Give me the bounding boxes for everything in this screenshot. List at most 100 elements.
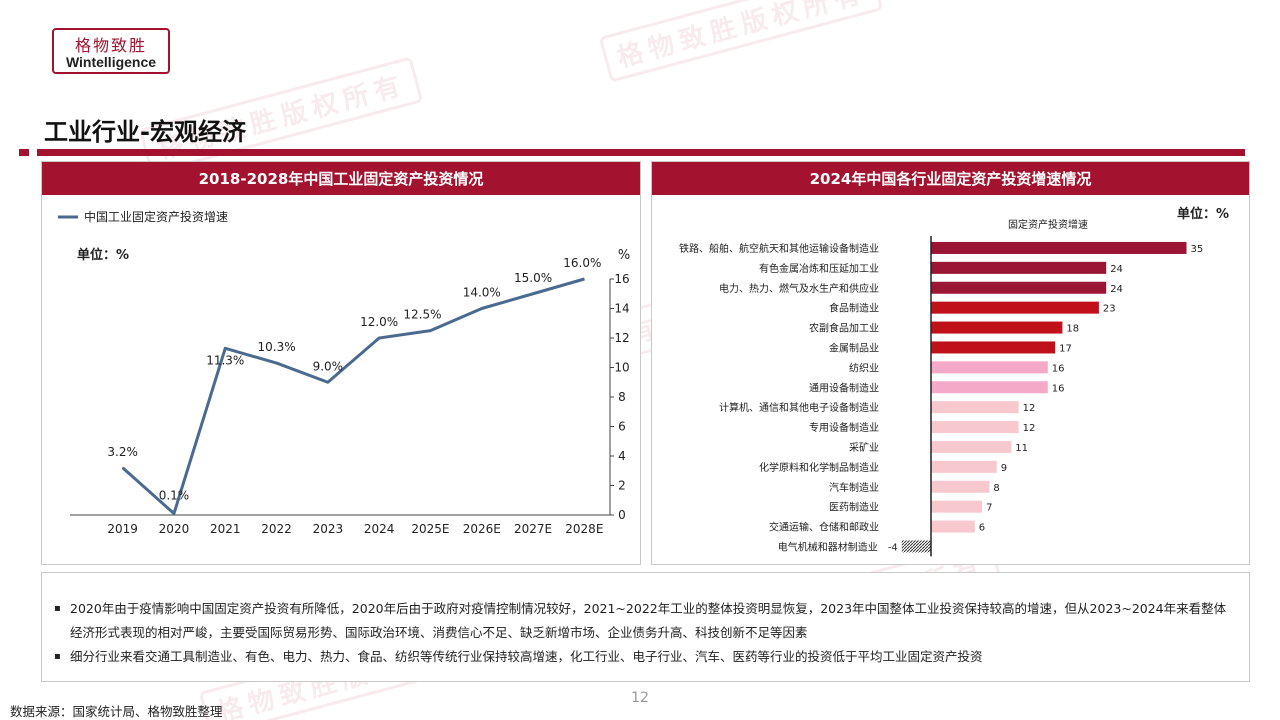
bar-value-label: 9	[1001, 463, 1007, 474]
data-point	[224, 347, 226, 349]
bar	[931, 361, 1048, 374]
bar-chart: 单位：% 固定资产投资增速 35 铁路、船舶、航空航天和其他运输设备制造业 24 有色…	[679, 206, 1229, 557]
title-divider	[37, 149, 1245, 156]
title-accent	[19, 149, 29, 156]
data-point	[173, 513, 175, 515]
category-label: 食品制造业	[829, 302, 879, 315]
category-label: 专用设备制造业	[809, 421, 879, 434]
data-label: 10.3%	[257, 340, 295, 354]
bar	[931, 281, 1107, 294]
bar-value-label: 24	[1110, 264, 1123, 275]
bar-value-label: 6	[979, 523, 985, 534]
y-tick-label: 6	[618, 420, 626, 434]
x-tick-label: 2020	[159, 522, 190, 536]
unit-label: 单位：%	[1177, 206, 1229, 222]
x-tick-label: 2019	[107, 522, 138, 536]
y-tick-label: 0	[618, 508, 626, 522]
page-number: 12	[631, 690, 649, 706]
note-item: 细分行业来看交通工具制造业、有色、电力、热力、食品、纺织等传统行业保持较高增速，…	[54, 645, 1235, 669]
bar-chart-header: 2024年中国各行业固定资产投资增速情况	[652, 162, 1249, 195]
category-label: 农副食品加工业	[809, 322, 879, 335]
category-label: 有色金属冶炼和压延加工业	[759, 262, 879, 275]
bar	[931, 440, 1012, 453]
category-label: 计算机、通信和其他电子设备制造业	[719, 401, 879, 414]
category-label: 纺织业	[849, 361, 879, 374]
y-tick-label: 14	[614, 302, 629, 316]
logo-chinese-text: 格物致胜	[74, 36, 147, 55]
bar	[931, 241, 1187, 254]
bar-value-label: 18	[1066, 324, 1079, 335]
bar	[931, 341, 1056, 354]
category-label: 采矿业	[849, 441, 879, 454]
bar-value-label: 12	[1023, 423, 1036, 434]
data-source: 数据来源：国家统计局、格物致胜整理	[10, 704, 223, 719]
data-point	[122, 467, 124, 469]
x-tick-label: 2021	[210, 522, 241, 536]
data-label: 12.5%	[403, 308, 441, 322]
data-label: 16.0%	[563, 256, 601, 270]
category-label: 汽车制造业	[829, 481, 879, 494]
notes-list: 2020年由于疫情影响中国固定资产投资有所降低，2020年后由于政府对疫情控制情…	[54, 597, 1235, 669]
data-point	[378, 337, 380, 339]
category-label: 交通运输、仓储和邮政业	[769, 521, 879, 534]
y-axis-unit: %	[618, 248, 630, 263]
note-item: 2020年由于疫情影响中国固定资产投资有所降低，2020年后由于政府对疫情控制情…	[54, 597, 1235, 645]
category-label: 通用设备制造业	[809, 381, 879, 394]
line-chart-panel: 2018-2028年中国工业固定资产投资情况 中国工业固定资产投资增速 单位：%…	[41, 161, 641, 565]
data-label: 14.0%	[463, 286, 501, 300]
data-point	[327, 381, 329, 383]
bar	[931, 520, 975, 533]
x-tick-label: 2024	[364, 522, 395, 536]
y-tick-label: 16	[614, 272, 629, 286]
bar	[931, 261, 1107, 274]
bar-chart-panel: 2024年中国各行业固定资产投资增速情况 单位：% 固定资产投资增速 35 铁路、…	[651, 161, 1250, 565]
bar	[931, 301, 1099, 314]
bar-value-label: 16	[1052, 363, 1065, 374]
unit-label: 单位：%	[77, 247, 129, 263]
bar-value-label: 7	[986, 503, 992, 514]
data-label: 0.1%	[159, 489, 190, 503]
bar	[931, 401, 1019, 414]
data-label: 12.0%	[360, 315, 398, 329]
bar	[931, 321, 1063, 334]
bar-value-label: 11	[1015, 443, 1028, 454]
bar-value-label: 16	[1052, 383, 1065, 394]
bar-value-label: 12	[1023, 403, 1036, 414]
category-label: 化学原料和化学制品制造业	[759, 461, 879, 474]
y-tick-label: 2	[618, 479, 626, 493]
y-tick-label: 4	[618, 449, 626, 463]
bar	[931, 381, 1048, 394]
bar-value-label: 17	[1059, 343, 1072, 354]
data-label: 9.0%	[313, 359, 344, 373]
category-label: 金属制品业	[829, 341, 879, 354]
watermark: 格物致胜版权所有	[598, 0, 884, 83]
category-label: 医药制造业	[829, 501, 879, 514]
bar-value-label: 35	[1191, 244, 1204, 255]
notes-box: 2020年由于疫情影响中国固定资产投资有所降低，2020年后由于政府对疫情控制情…	[41, 572, 1250, 682]
bar-value-label: 23	[1103, 304, 1116, 315]
wintelligence-logo: 格物致胜 Wintelligence	[52, 28, 170, 74]
category-label: 铁路、船舶、航空航天和其他运输设备制造业	[679, 242, 879, 255]
bar	[931, 500, 983, 513]
data-point	[481, 308, 483, 309]
bar-value-label: 8	[993, 483, 999, 494]
y-tick-label: 12	[614, 331, 629, 345]
x-tick-label: 2027E	[514, 522, 552, 536]
legend-label: 中国工业固定资产投资增速	[84, 209, 228, 224]
category-label: 电力、热力、燃气及水生产和供应业	[719, 282, 879, 295]
data-label: 3.2%	[107, 445, 137, 459]
data-label: 11.3%	[206, 353, 244, 367]
x-tick-label: 2028E	[565, 522, 603, 536]
bar	[931, 460, 997, 473]
data-point	[276, 362, 278, 364]
bar-value-label: 24	[1110, 284, 1123, 295]
bar-value-label: -4	[888, 542, 898, 553]
data-point	[583, 278, 585, 280]
x-tick-label: 2026E	[463, 522, 501, 536]
bar	[931, 480, 990, 493]
logo-english-text: Wintelligence	[65, 54, 157, 70]
data-point	[429, 330, 431, 332]
series-line	[121, 277, 585, 516]
y-tick-label: 8	[618, 390, 626, 404]
x-tick-label: 2023	[313, 522, 344, 536]
